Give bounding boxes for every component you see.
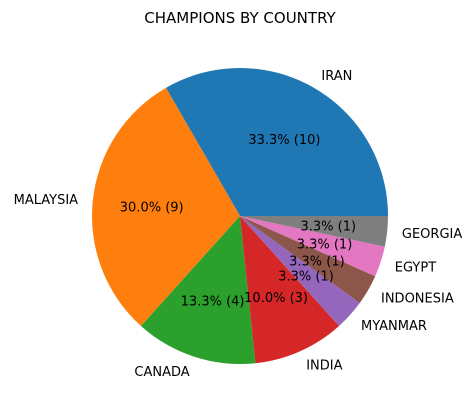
- pie-slice-canada: [140, 216, 256, 365]
- slice-label-egypt: EGYPT: [395, 260, 436, 275]
- percent-label-malaysia: 30.0% (9): [120, 201, 184, 216]
- slice-label-georgia: GEORGIA: [402, 227, 462, 242]
- pie-slice-indonesia: [240, 216, 376, 303]
- percent-label-myanmar: 3.3% (1): [278, 269, 334, 284]
- pie-slice-myanmar: [240, 216, 360, 326]
- slice-label-india: INDIA: [306, 359, 342, 374]
- percent-label-egypt: 3.3% (1): [297, 237, 353, 252]
- percent-label-georgia: 3.3% (1): [301, 219, 357, 234]
- slice-label-canada: CANADA: [134, 365, 189, 380]
- slice-label-indonesia: INDONESIA: [381, 291, 454, 306]
- slice-label-myanmar: MYANMAR: [361, 319, 427, 334]
- slice-label-malaysia: MALAYSIA: [14, 193, 79, 208]
- percent-label-iran: 33.3% (10): [248, 133, 320, 148]
- pie-slice-iran: [166, 68, 388, 217]
- slice-label-iran: IRAN: [321, 69, 352, 84]
- pie-slice-georgia: [240, 216, 388, 247]
- pie-slice-egypt: [240, 216, 385, 277]
- pie-slice-india: [240, 216, 340, 364]
- pie-slice-malaysia: [91, 87, 240, 326]
- percent-label-indonesia: 3.3% (1): [289, 254, 345, 269]
- percent-label-india: 10.0% (3): [244, 291, 308, 306]
- chart-title: CHAMPIONS BY COUNTRY: [144, 9, 336, 27]
- percent-label-canada: 13.3% (4): [181, 295, 245, 310]
